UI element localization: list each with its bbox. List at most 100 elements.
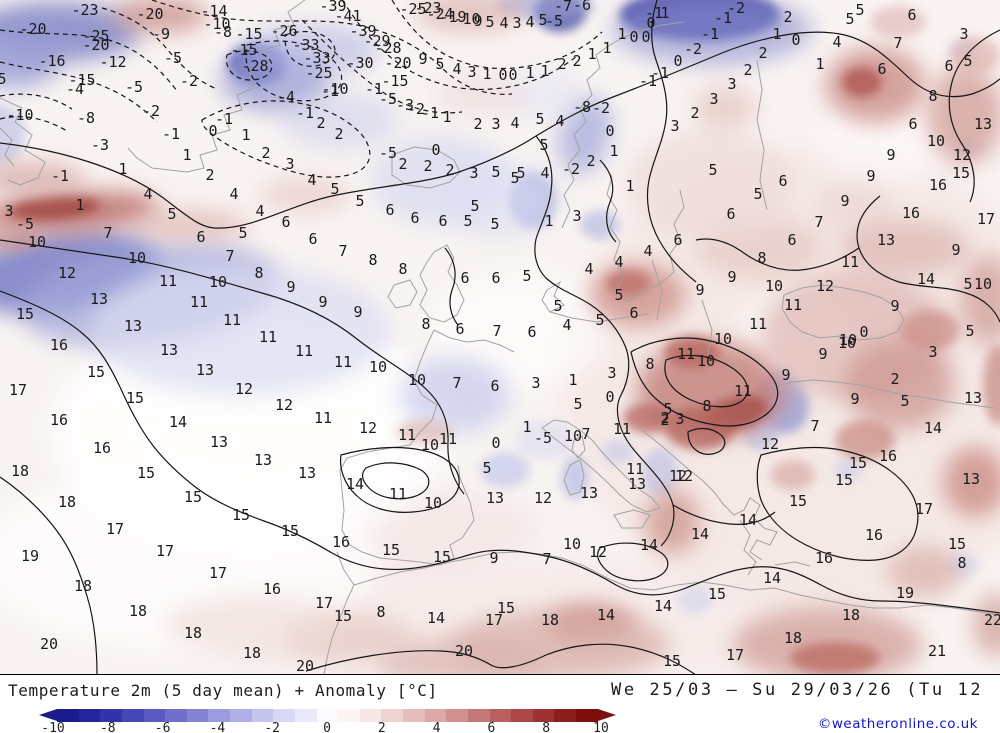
svg-text:3: 3 xyxy=(531,374,540,392)
svg-text:10: 10 xyxy=(927,132,945,150)
color-scale-segment xyxy=(100,709,122,722)
svg-text:13: 13 xyxy=(962,470,980,488)
svg-text:6: 6 xyxy=(629,304,638,322)
color-scale-segment xyxy=(78,709,101,722)
svg-text:15: 15 xyxy=(789,492,807,510)
copyright-link[interactable]: ©weatheronline.co.uk xyxy=(817,716,978,732)
svg-text:5: 5 xyxy=(845,10,854,28)
isoline-layer xyxy=(0,0,1000,674)
svg-text:2: 2 xyxy=(572,52,581,70)
svg-text:15: 15 xyxy=(382,541,400,559)
svg-text:0: 0 xyxy=(508,66,517,84)
svg-text:0: 0 xyxy=(641,28,650,46)
svg-text:4: 4 xyxy=(555,112,564,130)
svg-text:-1: -1 xyxy=(51,167,69,185)
svg-text:7: 7 xyxy=(452,374,461,392)
svg-text:19: 19 xyxy=(21,547,39,565)
svg-text:8: 8 xyxy=(957,554,966,572)
svg-text:3: 3 xyxy=(670,117,679,135)
svg-text:18: 18 xyxy=(58,493,76,511)
svg-text:-20: -20 xyxy=(136,5,163,23)
svg-text:16: 16 xyxy=(50,336,68,354)
svg-text:7: 7 xyxy=(103,224,112,242)
svg-text:5: 5 xyxy=(963,52,972,70)
svg-text:1: 1 xyxy=(241,126,250,144)
svg-text:10: 10 xyxy=(564,427,582,445)
svg-text:11: 11 xyxy=(398,426,416,444)
svg-text:-28: -28 xyxy=(241,57,268,75)
svg-text:17: 17 xyxy=(156,542,174,560)
svg-text:-1: -1 xyxy=(701,25,719,43)
svg-text:-1: -1 xyxy=(714,9,732,27)
svg-text:10: 10 xyxy=(563,535,581,553)
svg-text:5: 5 xyxy=(753,185,762,203)
svg-text:8: 8 xyxy=(928,87,937,105)
svg-text:8: 8 xyxy=(376,603,385,621)
svg-text:1: 1 xyxy=(544,212,553,230)
color-scale-tick: -10 xyxy=(41,721,65,733)
svg-text:10: 10 xyxy=(838,334,856,352)
svg-text:5: 5 xyxy=(539,136,548,154)
svg-text:-5: -5 xyxy=(379,90,397,108)
svg-text:13: 13 xyxy=(486,489,504,507)
svg-text:5: 5 xyxy=(491,163,500,181)
svg-text:15: 15 xyxy=(433,548,451,566)
color-scale-segment xyxy=(338,709,360,722)
svg-text:-5: -5 xyxy=(534,429,552,447)
svg-text:3: 3 xyxy=(285,155,294,173)
svg-text:1: 1 xyxy=(660,4,669,22)
svg-text:1: 1 xyxy=(118,160,127,178)
svg-text:13: 13 xyxy=(210,433,228,451)
svg-text:12: 12 xyxy=(675,467,693,485)
svg-text:-2: -2 xyxy=(684,40,702,58)
svg-text:5: 5 xyxy=(330,180,339,198)
svg-text:2: 2 xyxy=(445,161,454,179)
svg-text:11: 11 xyxy=(190,293,208,311)
svg-text:-2: -2 xyxy=(727,0,745,17)
svg-text:2: 2 xyxy=(586,152,595,170)
svg-text:16: 16 xyxy=(263,580,281,598)
svg-text:-3: -3 xyxy=(396,96,414,114)
svg-text:6: 6 xyxy=(527,323,536,341)
svg-text:7: 7 xyxy=(338,242,347,260)
svg-text:-1: -1 xyxy=(162,125,180,143)
svg-text:12: 12 xyxy=(359,419,377,437)
svg-text:10: 10 xyxy=(408,371,426,389)
svg-text:1: 1 xyxy=(442,108,451,126)
svg-text:9: 9 xyxy=(818,345,827,363)
svg-text:8: 8 xyxy=(254,264,263,282)
svg-text:12: 12 xyxy=(534,489,552,507)
svg-text:6: 6 xyxy=(673,231,682,249)
svg-text:11: 11 xyxy=(841,253,859,271)
svg-text:0: 0 xyxy=(498,66,507,84)
svg-text:15: 15 xyxy=(184,488,202,506)
svg-text:1: 1 xyxy=(587,45,596,63)
svg-text:11: 11 xyxy=(613,420,631,438)
svg-text:-9: -9 xyxy=(152,25,170,43)
svg-text:6: 6 xyxy=(410,209,419,227)
svg-text:11: 11 xyxy=(626,460,644,478)
svg-text:11: 11 xyxy=(734,382,752,400)
svg-text:18: 18 xyxy=(243,644,261,662)
svg-text:14: 14 xyxy=(346,475,364,493)
svg-text:2: 2 xyxy=(423,157,432,175)
svg-text:0: 0 xyxy=(791,31,800,49)
svg-text:10: 10 xyxy=(369,358,387,376)
svg-text:10: 10 xyxy=(424,494,442,512)
svg-text:3: 3 xyxy=(959,25,968,43)
svg-text:5: 5 xyxy=(553,297,562,315)
svg-text:15: 15 xyxy=(849,454,867,472)
svg-text:9: 9 xyxy=(840,192,849,210)
svg-text:-8: -8 xyxy=(77,109,95,127)
color-scale-segment xyxy=(489,709,512,722)
svg-text:3: 3 xyxy=(4,202,13,220)
svg-text:0: 0 xyxy=(208,122,217,140)
svg-text:1: 1 xyxy=(75,196,84,214)
svg-text:12: 12 xyxy=(235,380,253,398)
svg-text:9: 9 xyxy=(489,549,498,567)
svg-text:5: 5 xyxy=(510,169,519,187)
svg-text:16: 16 xyxy=(865,526,883,544)
svg-text:12: 12 xyxy=(58,264,76,282)
svg-text:-1: -1 xyxy=(645,4,663,22)
svg-text:-1: -1 xyxy=(321,82,339,100)
